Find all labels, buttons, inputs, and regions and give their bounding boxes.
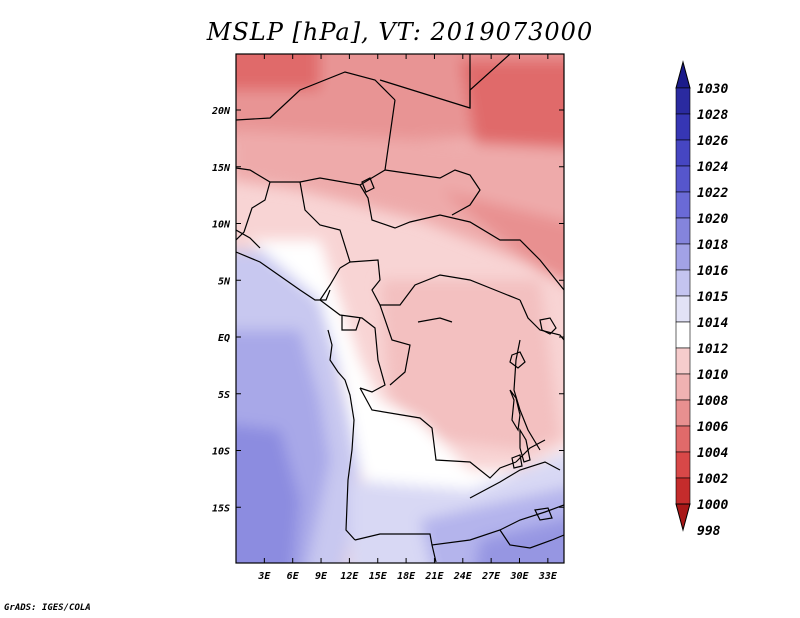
latitude-axis: 20N 15N 10N 5N EQ 5S 10S 15S (211, 106, 564, 514)
lon-label: 9E (315, 571, 328, 582)
colorbar-label: 1018 (697, 238, 728, 253)
colorbar-label: 1024 (697, 160, 728, 175)
colorbar-label: 1004 (697, 446, 728, 461)
lon-label: 15E (369, 571, 388, 582)
colorbar-segment (675, 373, 691, 401)
colorbar-segment (675, 347, 691, 375)
map-title: MSLP [hPa], VT: 2019073000 (206, 18, 594, 46)
lon-label: 6E (287, 571, 300, 582)
lon-label: 21E (424, 571, 444, 582)
colorbar-label: 1002 (697, 472, 728, 487)
colorbar-label: 1022 (697, 186, 728, 201)
lon-label: 3E (257, 571, 271, 582)
colorbar-segment (675, 191, 691, 219)
colorbar-segment (675, 243, 691, 271)
colorbar-segment (675, 165, 691, 193)
lat-label: 20N (211, 106, 231, 117)
colorbar-segment (675, 217, 691, 245)
colorbar-label: 1010 (697, 368, 728, 383)
map-frame (235, 53, 565, 564)
lat-label: 10N (212, 220, 231, 231)
colorbar-segment (675, 477, 691, 505)
colorbar-segment (675, 113, 691, 141)
colorbar-label: 1016 (697, 264, 728, 279)
colorbar-label: 1006 (697, 420, 728, 435)
footer-credit: GrADS: IGES/COLA (4, 603, 91, 613)
lat-label: 5S (218, 390, 230, 401)
lat-label: EQ (218, 333, 230, 344)
colorbar-label: 1028 (697, 108, 728, 123)
lon-label: 27E (481, 571, 501, 582)
longitude-axis: 3E 6E 9E 12E 15E 18E 21E 24E 27E 30E 33E (257, 54, 558, 582)
lon-label: 33E (538, 571, 558, 582)
colorbar-segment (675, 399, 691, 427)
colorbar-label: 1020 (697, 212, 728, 227)
lat-label: 5N (218, 276, 231, 287)
lat-label: 10S (212, 447, 230, 458)
colorbar: 1030 1028 1026 1024 1022 1020 1018 1016 1015 1014… (675, 60, 728, 539)
lakes (361, 177, 557, 521)
lon-label: 18E (397, 571, 416, 582)
colorbar-segment (675, 295, 691, 323)
colorbar-min-arrow (675, 503, 691, 532)
colorbar-segment (675, 269, 691, 297)
lat-label: 15S (212, 503, 230, 514)
colorbar-label: 1008 (697, 394, 728, 409)
colorbar-label: 1014 (697, 316, 728, 331)
colorbar-segment (675, 139, 691, 167)
colorbar-label: 1015 (697, 290, 728, 305)
colorbar-segment (675, 451, 691, 479)
colorbar-max-arrow (675, 60, 691, 89)
colorbar-label: 1026 (697, 134, 728, 149)
colorbar-label: 1012 (697, 342, 728, 357)
lon-label: 12E (340, 571, 359, 582)
lon-label: 24E (453, 571, 473, 582)
colorbar-segment (675, 87, 691, 115)
pressure-field (236, 54, 564, 563)
lat-label: 15N (212, 163, 231, 174)
colorbar-label: 998 (697, 524, 721, 539)
lon-label: 30E (509, 571, 529, 582)
colorbar-label: 1030 (697, 82, 728, 97)
colorbar-segment (675, 321, 691, 349)
colorbar-label: 1000 (697, 498, 728, 513)
colorbar-segment (675, 425, 691, 453)
